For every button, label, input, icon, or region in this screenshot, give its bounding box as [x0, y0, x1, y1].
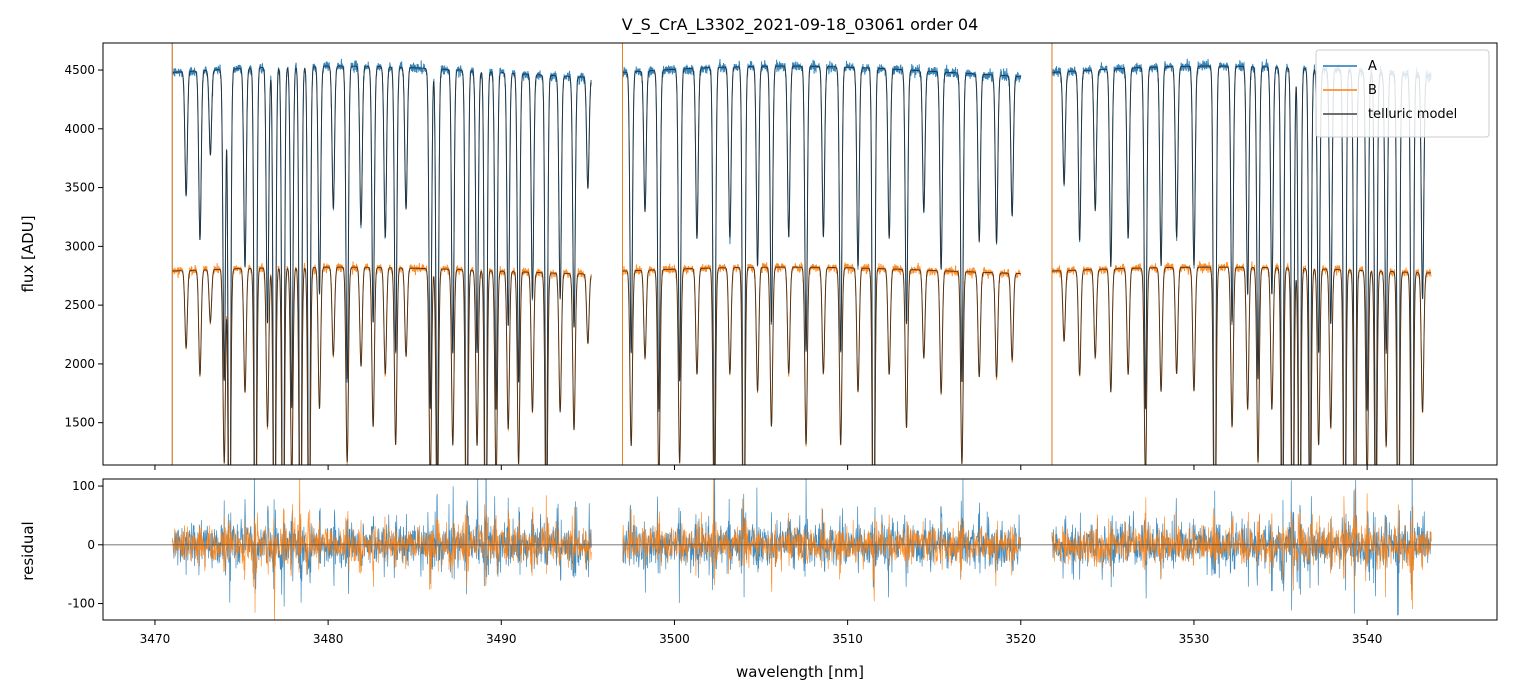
flux-axes: 1500 2000 2500 3000 3500 4000 4500 [64, 63, 1368, 470]
residual-x-tick-label: 3540 [1352, 632, 1383, 646]
telluric-model-line [622, 65, 1021, 465]
telluric-model-line [1051, 65, 1432, 465]
x-axis-label: wavelength [nm] [736, 663, 864, 681]
legend-label: telluric model [1368, 107, 1457, 122]
series-b-line [171, 43, 592, 465]
telluric-model-line [172, 266, 592, 465]
residual-y-tick-label: -100 [68, 597, 95, 611]
legend-label: B [1368, 83, 1377, 98]
legend-label: A [1368, 59, 1377, 74]
flux-y-tick-label: 2000 [64, 357, 95, 371]
residual-axes-frame [102, 478, 1498, 621]
flux-y-tick-label: 4500 [64, 63, 95, 77]
residual-b-line [622, 479, 1022, 602]
flux-y-axis-label: flux [ADU] [19, 215, 37, 292]
residual-y-tick-label: 100 [72, 479, 95, 493]
flux-y-tick-label: 3500 [64, 181, 95, 195]
residual-b-line [171, 479, 592, 620]
residual-plot-area [103, 479, 1497, 620]
flux-y-tick-label: 3000 [64, 239, 95, 253]
flux-axes-frame [102, 42, 1498, 466]
residual-y-tick-label: 0 [87, 538, 95, 552]
residual-b-line [1051, 488, 1432, 609]
residual-x-tick-label: 3500 [659, 632, 690, 646]
residual-x-tick-label: 3530 [1179, 632, 1210, 646]
residual-x-tick-label: 3520 [1006, 632, 1037, 646]
residual-a-line [171, 479, 592, 607]
residual-x-tick-label: 3490 [486, 632, 517, 646]
residual-x-tick-label: 3480 [313, 632, 344, 646]
flux-y-tick-label: 2500 [64, 298, 95, 312]
residual-axes: -100 0 100 3470 3480 3490 3500 3510 3520 3530 3540 [68, 479, 1383, 646]
series-a-line [171, 43, 592, 465]
telluric-model-line [172, 65, 592, 465]
flux-plot-area [171, 43, 1432, 465]
residual-x-tick-label: 3510 [832, 632, 863, 646]
telluric-model-line [1051, 266, 1431, 465]
flux-y-tick-label: 4000 [64, 122, 95, 136]
legend-box [1315, 49, 1490, 138]
residual-x-tick-label: 3470 [140, 632, 171, 646]
chart-title: V_S_CrA_L3302_2021-09-18_03061 order 04 [622, 15, 979, 35]
residual-y-axis-label: residual [19, 521, 37, 580]
telluric-model-line [622, 266, 1021, 465]
flux-y-tick-label: 1500 [64, 416, 95, 430]
